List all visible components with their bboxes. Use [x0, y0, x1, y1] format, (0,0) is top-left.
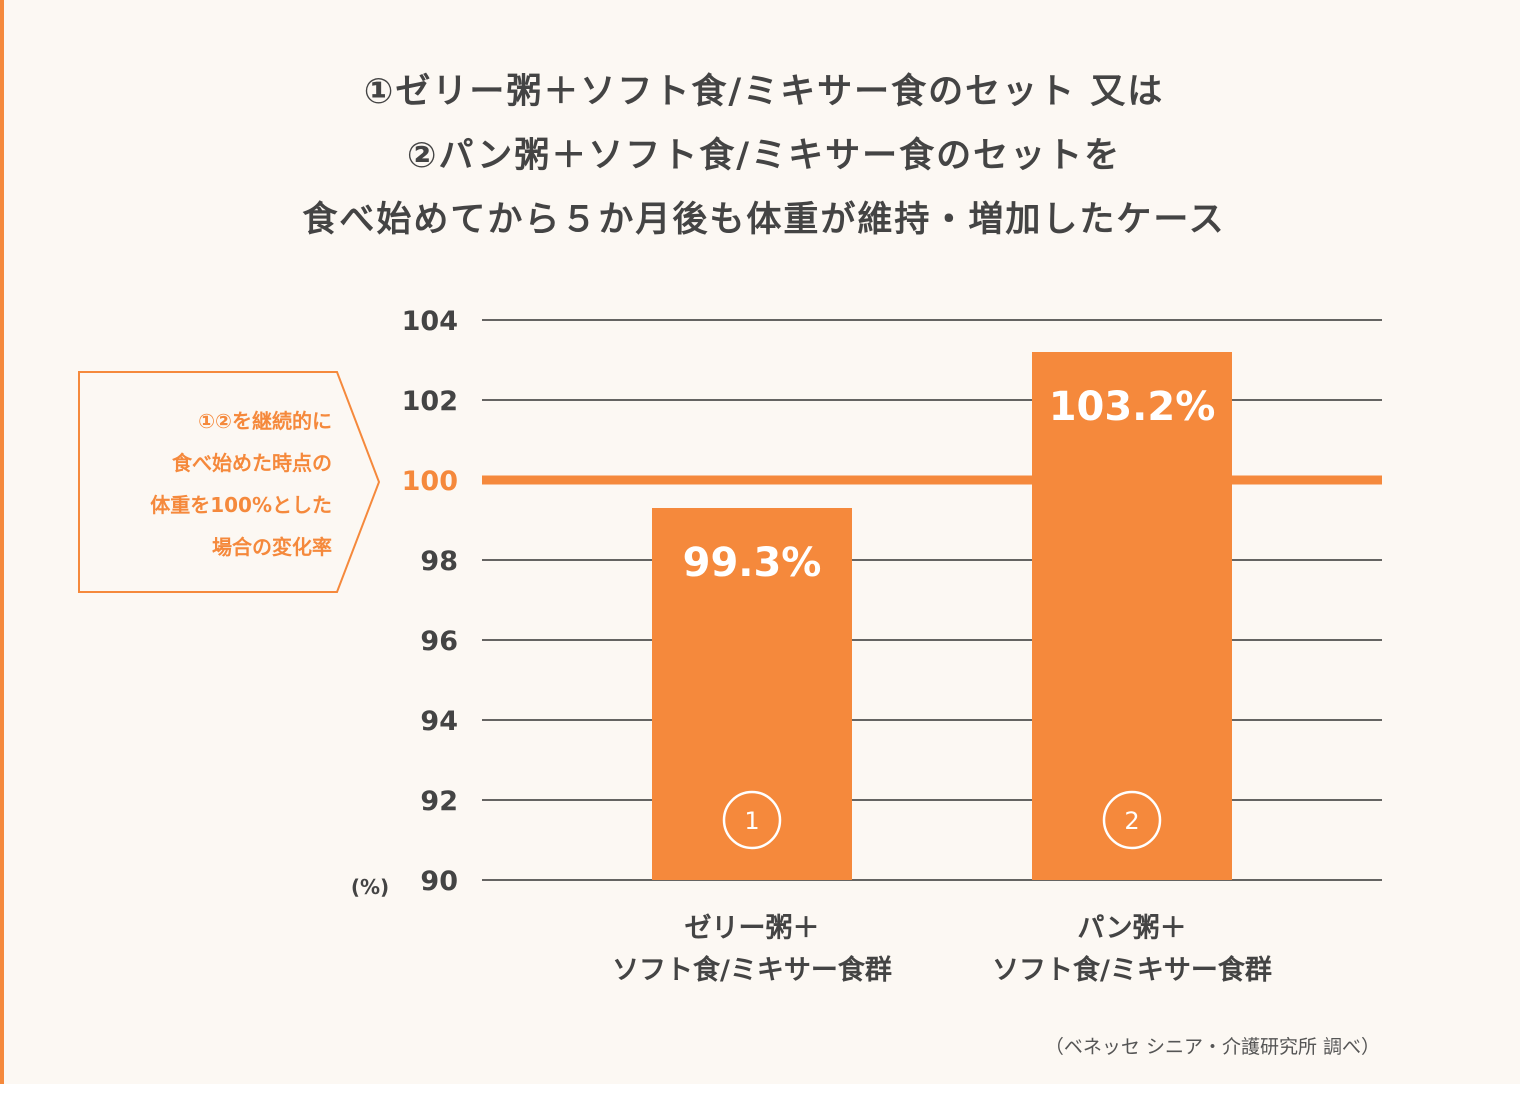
bar-marker-circle-1 — [722, 790, 782, 850]
annotation-callout-box — [78, 371, 381, 593]
y-axis-unit-label: (%) — [351, 875, 389, 899]
category-label-2-line-1: パン粥＋ — [1077, 913, 1186, 944]
bar-chart: 104 102 100 98 96 94 92 90 (%) 99.3% 1 ゼリー粥＋ ソフト食/ミキ… — [78, 306, 1382, 986]
bar-value-label-2: 103.2% — [1049, 384, 1216, 430]
bar-marker-number-1: 1 — [744, 807, 759, 835]
title-line-2: ②パン粥＋ソフト食/ミキサー食のセットを — [406, 136, 1122, 176]
grid-lines — [482, 319, 1382, 881]
y-tick-label-104: 104 — [402, 306, 458, 337]
title-line-3: 食べ始めてから５か月後も体重が維持・増加したケース — [302, 200, 1226, 240]
y-tick-label-94: 94 — [420, 706, 458, 737]
annotation-line-4: 場合の変化率 — [212, 535, 332, 559]
annotation-text: ①②を継続的に 食べ始めた時点の 体重を100%とした 場合の変化率 — [96, 400, 332, 568]
category-label-1-line-2: ソフト食/ミキサー食群 — [612, 954, 892, 986]
annotation-line-1: ①②を継続的に — [198, 409, 332, 433]
annotation-line-3: 体重を100%とした — [150, 493, 332, 517]
y-tick-label-98: 98 — [420, 546, 458, 577]
y-tick-label-96: 96 — [420, 626, 458, 657]
y-tick-label-102: 102 — [402, 386, 458, 417]
category-label-2-line-2: ソフト食/ミキサー食群 — [992, 954, 1272, 986]
y-tick-label-90: 90 — [420, 866, 458, 897]
bar-1 — [652, 508, 852, 880]
bar-value-label-1: 99.3% — [683, 540, 822, 586]
annotation-line-2: 食べ始めた時点の — [172, 451, 332, 475]
labels: 104 102 100 98 96 94 92 90 (%) 99.3% 1 ゼリー粥＋ ソフト食/ミキ… — [351, 306, 1272, 986]
y-tick-label-92: 92 — [420, 786, 458, 817]
y-tick-label-100: 100 — [402, 466, 458, 497]
bars — [652, 352, 1232, 880]
category-label-1-line-1: ゼリー粥＋ — [685, 913, 820, 944]
bar-2 — [1032, 352, 1232, 880]
source-note: （ベネッセ シニア・介護研究所 調べ） — [1044, 1036, 1380, 1058]
title-line-1: ①ゼリー粥＋ソフト食/ミキサー食のセット 又は — [363, 72, 1165, 112]
chart-title: ①ゼリー粥＋ソフト食/ミキサー食のセット 又は ②パン粥＋ソフト食/ミキサー食の… — [4, 60, 1520, 252]
bar-marker-circle-2 — [1102, 790, 1162, 850]
bar-marker-number-2: 2 — [1124, 807, 1139, 835]
